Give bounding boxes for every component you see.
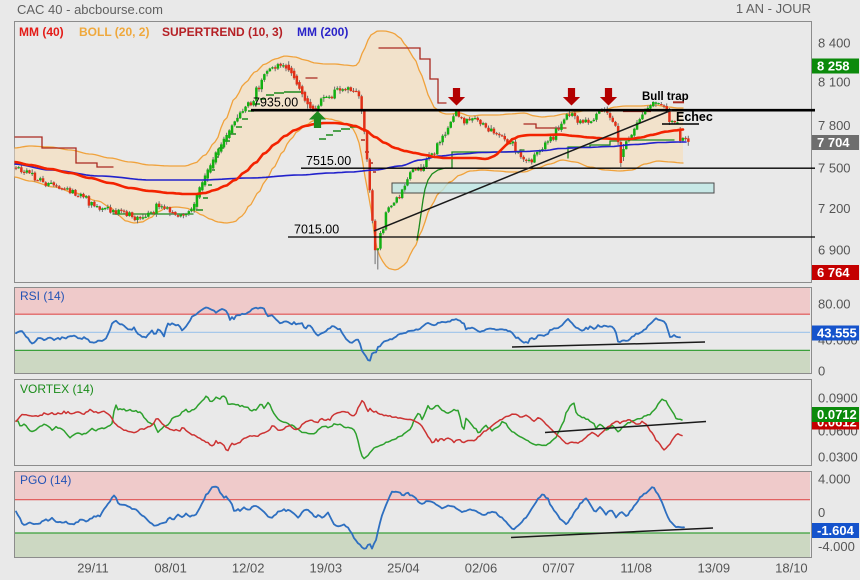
svg-text:SUPERTREND (10, 3): SUPERTREND (10, 3)	[162, 25, 283, 39]
svg-text:8 400: 8 400	[818, 36, 851, 51]
svg-text:BOLL (20, 2): BOLL (20, 2)	[79, 25, 149, 39]
svg-text:6 900: 6 900	[818, 243, 851, 258]
svg-text:7 200: 7 200	[818, 201, 851, 216]
svg-text:MM (40): MM (40)	[19, 25, 64, 39]
svg-text:0.0300: 0.0300	[818, 450, 858, 465]
svg-text:Echec: Echec	[676, 110, 713, 124]
svg-text:7015.00: 7015.00	[294, 223, 339, 237]
svg-text:8 100: 8 100	[818, 75, 851, 90]
svg-text:CAC 40 - abcbourse.com: CAC 40 - abcbourse.com	[17, 2, 163, 17]
svg-text:7 800: 7 800	[818, 118, 851, 133]
svg-text:-1.604: -1.604	[817, 523, 855, 538]
svg-text:29/11: 29/11	[77, 561, 109, 576]
svg-text:6 764: 6 764	[817, 265, 850, 280]
svg-text:0.0712: 0.0712	[817, 407, 857, 422]
svg-text:08/01: 08/01	[154, 561, 187, 576]
svg-text:07/07: 07/07	[542, 561, 575, 576]
svg-text:7 704: 7 704	[817, 135, 850, 150]
svg-text:0: 0	[818, 505, 825, 520]
svg-text:80.00: 80.00	[818, 297, 851, 312]
svg-text:0: 0	[818, 364, 825, 379]
svg-text:18/10: 18/10	[775, 561, 808, 576]
svg-text:12/02: 12/02	[232, 561, 265, 576]
svg-text:-4.000: -4.000	[818, 539, 855, 554]
svg-text:19/03: 19/03	[310, 561, 343, 576]
svg-text:PGO (14): PGO (14)	[20, 473, 71, 487]
svg-text:02/06: 02/06	[465, 561, 498, 576]
svg-text:4.000: 4.000	[818, 472, 851, 487]
svg-text:43.555: 43.555	[817, 326, 857, 341]
svg-text:7 500: 7 500	[818, 161, 851, 176]
svg-text:25/04: 25/04	[387, 561, 420, 576]
svg-text:8 258: 8 258	[817, 59, 850, 74]
svg-text:11/08: 11/08	[620, 561, 652, 576]
svg-text:1 AN - JOUR: 1 AN - JOUR	[736, 1, 811, 16]
svg-text:7935.00: 7935.00	[253, 96, 298, 110]
svg-text:Bull trap: Bull trap	[642, 91, 689, 103]
svg-text:7515.00: 7515.00	[306, 154, 351, 168]
svg-text:MM (200): MM (200)	[297, 25, 348, 39]
svg-text:VORTEX (14): VORTEX (14)	[20, 382, 94, 396]
svg-text:13/09: 13/09	[698, 561, 731, 576]
svg-text:RSI (14): RSI (14)	[20, 289, 65, 303]
svg-text:0.0900: 0.0900	[818, 391, 858, 406]
